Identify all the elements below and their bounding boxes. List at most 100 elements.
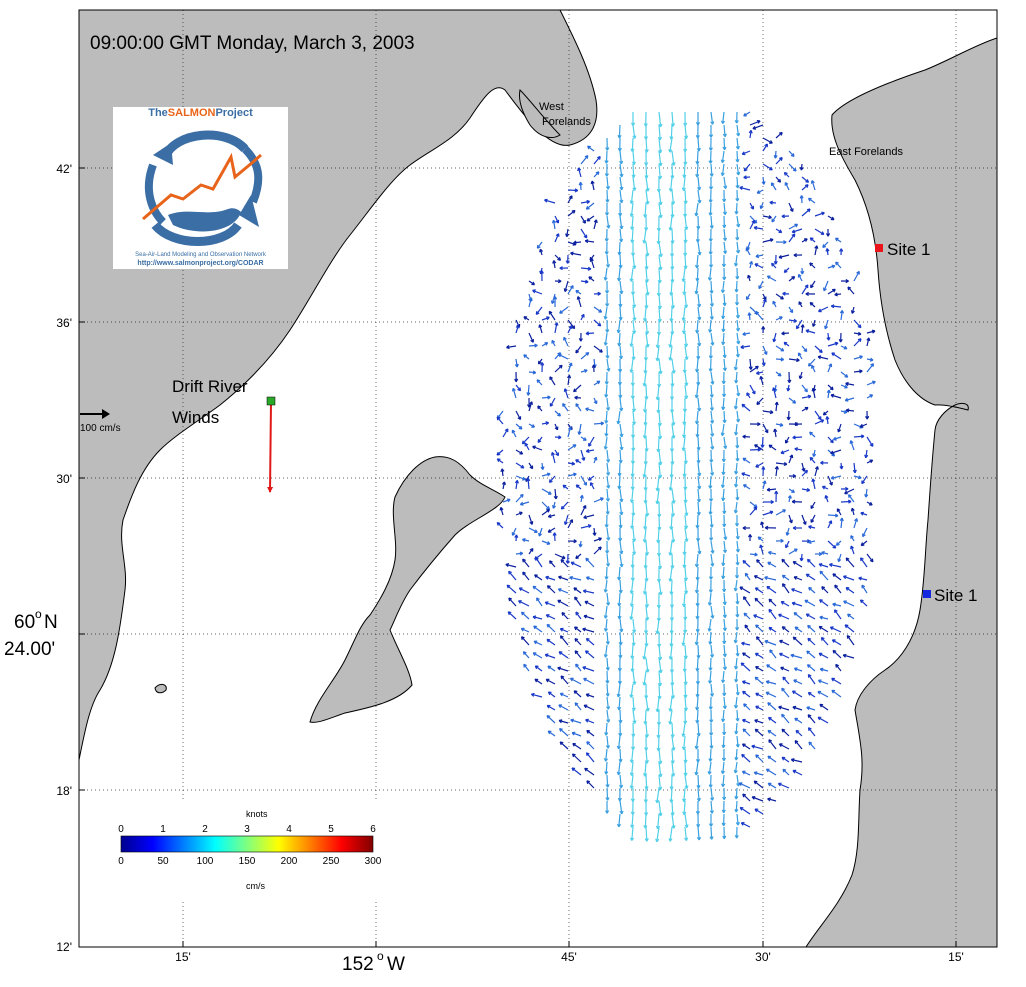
- current-vector-head: [580, 313, 585, 318]
- current-vector-head: [834, 341, 839, 346]
- current-vector-head: [769, 200, 774, 205]
- current-vector-head: [744, 572, 749, 577]
- current-vector-head: [820, 231, 825, 235]
- current-vector: [723, 657, 726, 670]
- current-vector-head: [562, 484, 567, 489]
- current-vector: [768, 739, 777, 750]
- current-vector: [791, 588, 803, 594]
- current-vector-head: [838, 338, 843, 343]
- current-vector: [696, 410, 699, 425]
- current-vector-head: [734, 756, 739, 761]
- current-vector-head: [642, 539, 647, 543]
- current-vector-head: [658, 669, 663, 674]
- current-vector-head: [616, 693, 621, 698]
- current-vector: [697, 774, 700, 789]
- current-vector-head: [780, 347, 785, 352]
- current-vector: [630, 267, 634, 282]
- current-vector: [865, 449, 868, 458]
- current-vector: [658, 449, 662, 465]
- current-vector-head: [529, 547, 534, 552]
- current-vector: [795, 319, 803, 330]
- current-vector-head: [722, 796, 727, 801]
- current-vector: [768, 444, 777, 451]
- current-vector-head: [604, 173, 609, 177]
- current-vector: [769, 649, 777, 659]
- current-vector-head: [709, 173, 714, 177]
- current-vector-head: [822, 411, 827, 416]
- current-vector: [658, 462, 661, 478]
- svg-text:W: W: [387, 954, 405, 975]
- current-vector-head: [568, 325, 573, 329]
- current-vector-head: [800, 270, 805, 275]
- current-vector-head: [585, 637, 590, 642]
- current-vector-head: [619, 563, 624, 568]
- current-vector-head: [696, 498, 701, 503]
- current-vector: [580, 215, 586, 224]
- current-vector-head: [606, 224, 611, 229]
- current-vector: [767, 782, 777, 789]
- current-vector-head: [742, 434, 746, 439]
- current-vector: [808, 358, 816, 367]
- current-vector-head: [681, 187, 686, 192]
- current-vector: [684, 683, 687, 698]
- current-vector-head: [734, 431, 739, 436]
- current-vector: [605, 722, 608, 736]
- current-vector: [506, 345, 517, 349]
- current-vector: [723, 527, 727, 540]
- current-vector-head: [582, 437, 587, 441]
- current-vector-head: [761, 326, 766, 330]
- colorbar-knots-tick: 6: [370, 824, 376, 835]
- current-vector: [775, 462, 787, 465]
- current-vector-head: [735, 237, 740, 241]
- current-vector-head: [597, 155, 601, 160]
- current-vector: [671, 735, 675, 751]
- site-marker-red: [875, 244, 883, 252]
- current-vector-head: [845, 278, 849, 284]
- current-vector: [644, 202, 647, 218]
- current-vector-head: [818, 551, 823, 557]
- current-vector-head: [585, 752, 590, 757]
- current-vector-head: [844, 624, 849, 629]
- current-vector: [710, 787, 713, 801]
- current-vector: [696, 150, 699, 165]
- current-vector: [631, 228, 634, 243]
- current-vector: [604, 306, 608, 320]
- current-vector: [586, 780, 595, 789]
- current-vector-head: [742, 690, 746, 695]
- current-vector: [658, 189, 662, 205]
- current-vector-head: [563, 521, 568, 526]
- current-vector-head: [544, 342, 549, 346]
- current-vector-head: [779, 652, 783, 657]
- current-vector-head: [567, 426, 572, 431]
- current-vector-head: [708, 485, 713, 489]
- current-vector-head: [810, 180, 815, 184]
- current-vector-head: [803, 238, 808, 242]
- current-vector: [758, 280, 764, 289]
- current-vector-head: [588, 276, 593, 280]
- current-vector: [723, 644, 726, 657]
- current-vector: [541, 316, 550, 321]
- current-vector-head: [696, 836, 702, 841]
- current-vector-head: [586, 217, 591, 222]
- current-vector-head: [758, 285, 763, 290]
- current-vector: [554, 553, 566, 559]
- current-vector-head: [767, 729, 772, 734]
- current-vector: [819, 599, 829, 607]
- current-vector: [683, 800, 686, 815]
- current-vector-head: [605, 303, 610, 307]
- current-vector: [736, 306, 739, 319]
- current-vector-head: [753, 771, 758, 776]
- current-vector: [801, 176, 809, 183]
- current-vector: [736, 683, 739, 696]
- current-vector: [582, 666, 595, 672]
- current-vector-head: [787, 495, 792, 499]
- current-vector: [845, 382, 855, 386]
- current-vector: [766, 586, 777, 594]
- current-vector: [696, 358, 699, 373]
- current-vector-head: [743, 112, 747, 117]
- current-vector: [671, 800, 674, 816]
- current-vector: [755, 462, 764, 468]
- current-vector-head: [845, 587, 850, 591]
- current-vector: [586, 215, 595, 222]
- current-vector: [775, 509, 786, 516]
